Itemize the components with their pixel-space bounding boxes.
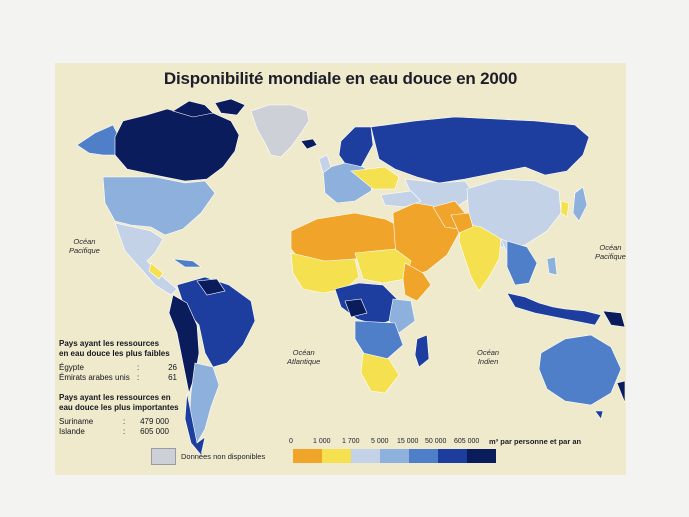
highest-row: Suriname:479 000 xyxy=(59,417,169,426)
legend-unit: m³ par personne et par an xyxy=(489,437,582,446)
region-png xyxy=(602,310,626,328)
ocean-label-atlantic: Océan Atlantique xyxy=(287,348,321,366)
region-iceland xyxy=(300,138,318,150)
map-title: Disponibilité mondiale en eau douce en 2… xyxy=(163,69,518,88)
region-indonesia xyxy=(506,292,602,326)
region-central-africa xyxy=(334,282,398,326)
lowest-heading: Pays ayant les ressources en eau douce le… xyxy=(59,339,170,358)
legend-tick: 605 000 xyxy=(454,438,480,445)
region-usa xyxy=(102,176,216,236)
legend-color-scale xyxy=(293,449,496,463)
legend-swatch xyxy=(380,449,409,463)
legend-tick: 50 000 xyxy=(425,438,447,445)
region-canada xyxy=(114,108,240,182)
region-tasmania xyxy=(594,410,604,420)
region-se-asia xyxy=(506,240,538,286)
lowest-row: Égypte:26 xyxy=(59,363,177,372)
legend-swatch xyxy=(409,449,438,463)
region-horn xyxy=(402,262,432,302)
region-india xyxy=(458,222,502,292)
region-europe-east xyxy=(350,166,400,190)
lowest-row: Émirats arabes unis:61 xyxy=(59,373,177,382)
legend-swatch xyxy=(351,449,380,463)
region-japan xyxy=(572,186,588,222)
region-south-central-africa xyxy=(354,320,404,360)
nodata-swatch xyxy=(151,448,176,465)
legend-tick: 1 000 xyxy=(313,438,331,445)
region-uk xyxy=(318,154,332,174)
region-pakistan xyxy=(450,212,474,234)
region-russia xyxy=(370,116,590,184)
legend-swatch xyxy=(438,449,467,463)
legend-tick: 15 000 xyxy=(397,438,419,445)
ocean-label-pacific-right: Océan Pacifique xyxy=(595,243,626,261)
region-guianas xyxy=(196,278,226,296)
nodata-label: Données non disponibles xyxy=(181,452,266,461)
highest-heading: Pays ayant les ressources en eau douce le… xyxy=(59,393,179,412)
region-argentina xyxy=(188,362,220,444)
region-brazil xyxy=(176,276,256,368)
legend-tick: 5 000 xyxy=(371,438,389,445)
legend-swatch xyxy=(322,449,351,463)
region-southern-africa xyxy=(360,352,400,394)
region-alaska xyxy=(76,124,120,156)
region-congo-dark xyxy=(344,298,368,318)
region-madagascar xyxy=(414,334,430,368)
region-mexico xyxy=(114,222,178,296)
region-chile-south xyxy=(184,392,206,456)
region-greenland xyxy=(250,104,310,158)
legend-tick: 1 700 xyxy=(342,438,360,445)
legend-swatch xyxy=(467,449,496,463)
ocean-label-pacific-left: Océan Pacifique xyxy=(69,237,100,255)
map-slide: Disponibilité mondiale en eau douce en 2… xyxy=(55,63,626,475)
world-map xyxy=(76,98,626,456)
ocean-label-indian: Océan Indien xyxy=(477,348,500,366)
highest-row: Islande:605 000 xyxy=(59,427,169,436)
region-new-zealand xyxy=(616,380,626,404)
region-australia xyxy=(538,334,622,406)
legend-swatch xyxy=(293,449,322,463)
region-central-america-yellow xyxy=(148,262,164,280)
region-scandinavia xyxy=(338,126,374,170)
region-philippines xyxy=(546,256,558,276)
legend-tick: 0 xyxy=(289,438,293,445)
lowest-resources-block: Pays ayant les ressources en eau douce le… xyxy=(59,339,177,383)
region-arctic-islands xyxy=(172,98,246,118)
region-turkey xyxy=(380,190,422,208)
highest-resources-block: Pays ayant les ressources en eau douce le… xyxy=(59,393,179,437)
region-caribbean xyxy=(172,258,202,268)
region-korea xyxy=(560,200,570,218)
